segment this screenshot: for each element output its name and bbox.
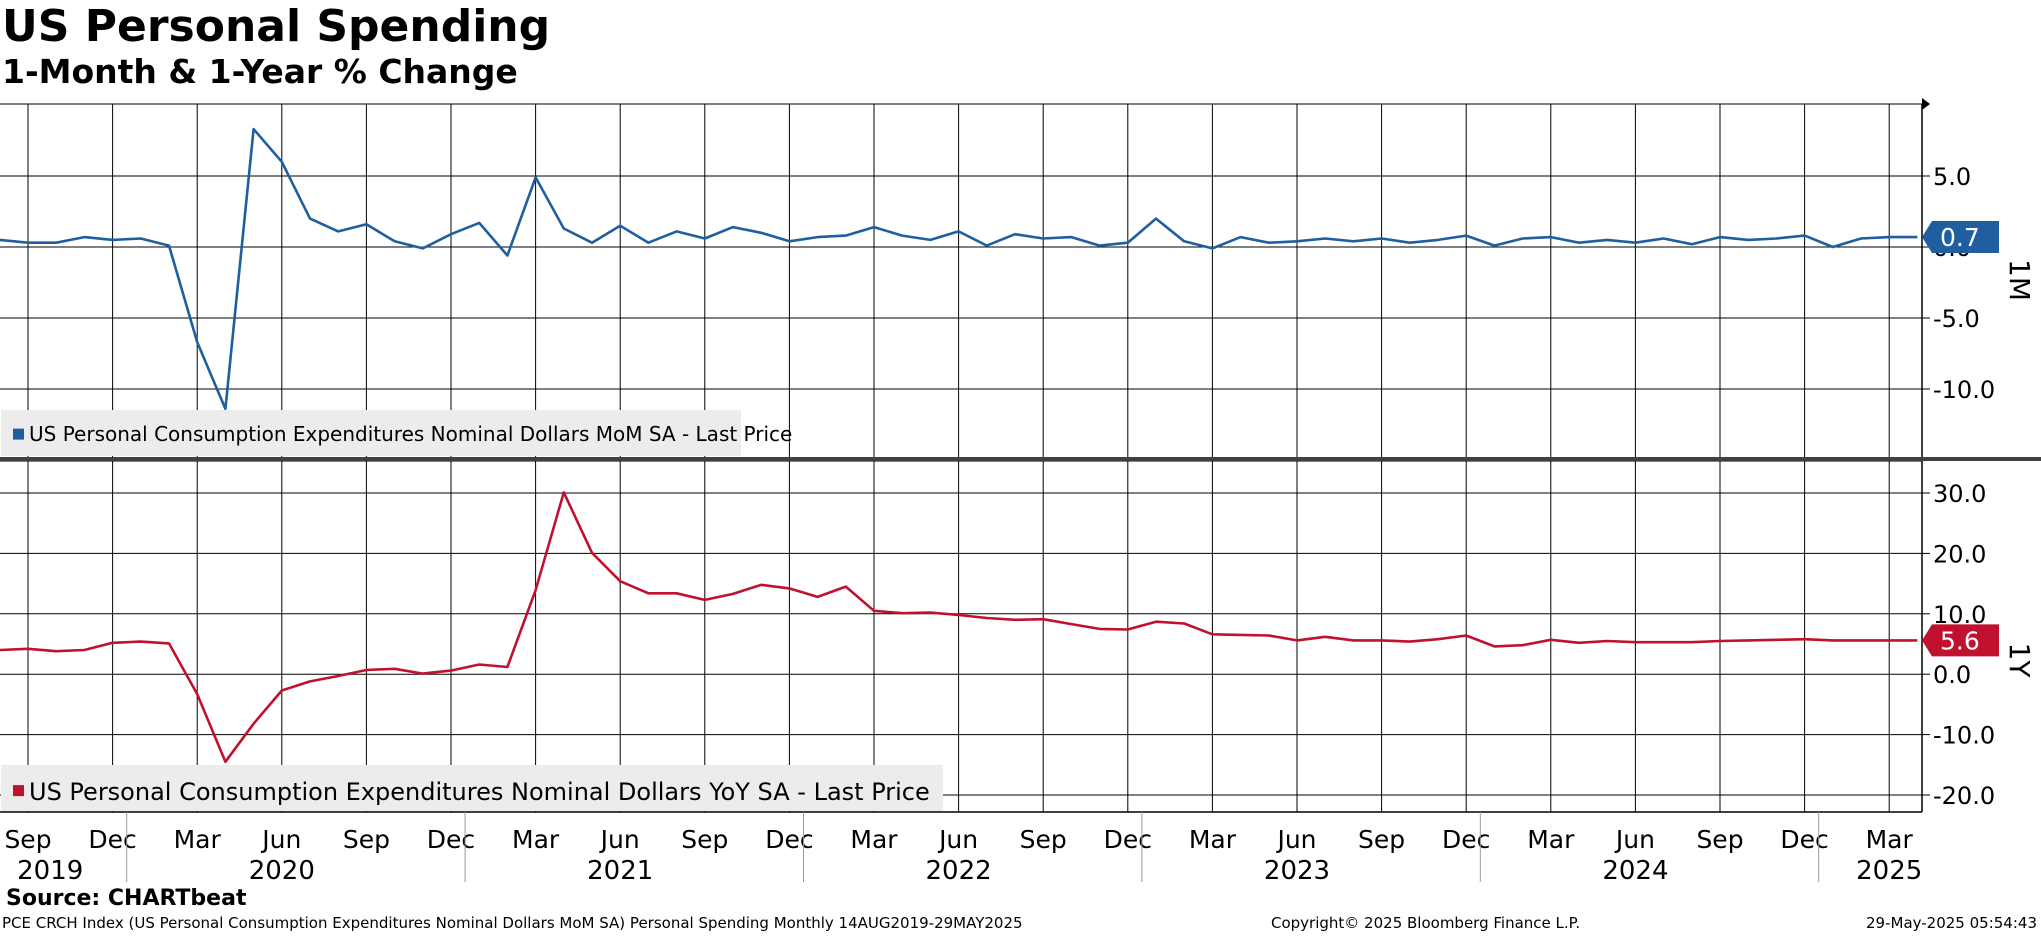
x-tick-label: Dec xyxy=(765,825,813,854)
x-year-label: 2021 xyxy=(587,856,653,886)
x-tick-label: Mar xyxy=(1527,825,1575,854)
panel-label: 1Y xyxy=(2003,643,2036,679)
legend-label: US Personal Consumption Expenditures Nom… xyxy=(29,422,792,446)
y-tick-label: 0.0 xyxy=(1933,661,1971,689)
x-tick-label: Mar xyxy=(174,825,222,854)
legend-label: US Personal Consumption Expenditures Nom… xyxy=(29,778,930,806)
x-year-label: 2019 xyxy=(17,856,83,886)
x-tick-label: Dec xyxy=(1780,825,1828,854)
x-year-label: 2024 xyxy=(1602,856,1668,886)
x-tick-label: Jun xyxy=(1614,825,1655,854)
x-tick-label: Sep xyxy=(681,825,728,854)
footer-timestamp: 29-May-2025 05:54:43 xyxy=(1866,914,2037,932)
axis-arrow-icon xyxy=(1922,98,1930,110)
y-tick-label: -5.0 xyxy=(1933,305,1980,333)
legend-box xyxy=(1,765,943,811)
x-tick-label: Mar xyxy=(1866,825,1914,854)
chart-title: US Personal Spending xyxy=(2,1,551,52)
y-tick-label: 20.0 xyxy=(1933,540,1986,568)
y-tick-label: -20.0 xyxy=(1933,782,1995,810)
x-tick-label: Dec xyxy=(88,825,136,854)
y-tick-label: 5.0 xyxy=(1933,163,1971,191)
panel-divider xyxy=(0,457,2041,461)
x-tick-label: Jun xyxy=(260,825,301,854)
last-value-tag xyxy=(1922,624,1999,657)
x-tick-label: Dec xyxy=(1104,825,1152,854)
x-tick-label: Sep xyxy=(4,825,51,854)
y-tick-label: -10.0 xyxy=(1933,376,1995,404)
source-label: Source: CHARTbeat xyxy=(6,886,247,911)
x-tick-label: Sep xyxy=(1020,825,1067,854)
chart-subtitle: 1-Month & 1-Year % Change xyxy=(2,52,518,91)
x-tick-label: Mar xyxy=(512,825,560,854)
series-line xyxy=(0,127,1918,411)
x-tick-label: Dec xyxy=(427,825,475,854)
x-tick-label: Sep xyxy=(1358,825,1405,854)
y-tick-label: 10.0 xyxy=(1933,601,1986,629)
last-value-label: 0.7 xyxy=(1940,223,1980,252)
x-tick-label: Sep xyxy=(343,825,390,854)
x-tick-label: Mar xyxy=(1189,825,1237,854)
x-year-label: 2022 xyxy=(926,856,992,886)
x-year-label: 2023 xyxy=(1264,856,1330,886)
y-tick-label: 30.0 xyxy=(1933,480,1986,508)
footer-index-description: PCE CRCH Index (US Personal Consumption … xyxy=(2,914,1023,932)
last-value-label: 5.6 xyxy=(1940,626,1980,655)
x-year-label: 2025 xyxy=(1856,856,1922,886)
last-value-tag xyxy=(1922,221,1999,254)
legend-swatch xyxy=(13,785,24,797)
x-tick-label: Jun xyxy=(599,825,640,854)
x-tick-label: Dec xyxy=(1442,825,1490,854)
legend-box xyxy=(1,410,741,456)
x-tick-label: Mar xyxy=(850,825,898,854)
x-tick-label: Jun xyxy=(1275,825,1316,854)
panel-label: 1M xyxy=(2003,259,2036,301)
legend-swatch xyxy=(13,428,24,440)
series-line xyxy=(0,491,1918,764)
x-tick-label: Jun xyxy=(937,825,978,854)
footer-copyright: Copyright© 2025 Bloomberg Finance L.P. xyxy=(1271,914,1581,932)
x-tick-label: Sep xyxy=(1696,825,1743,854)
x-year-label: 2020 xyxy=(249,856,315,886)
y-tick-label: -10.0 xyxy=(1933,722,1995,750)
